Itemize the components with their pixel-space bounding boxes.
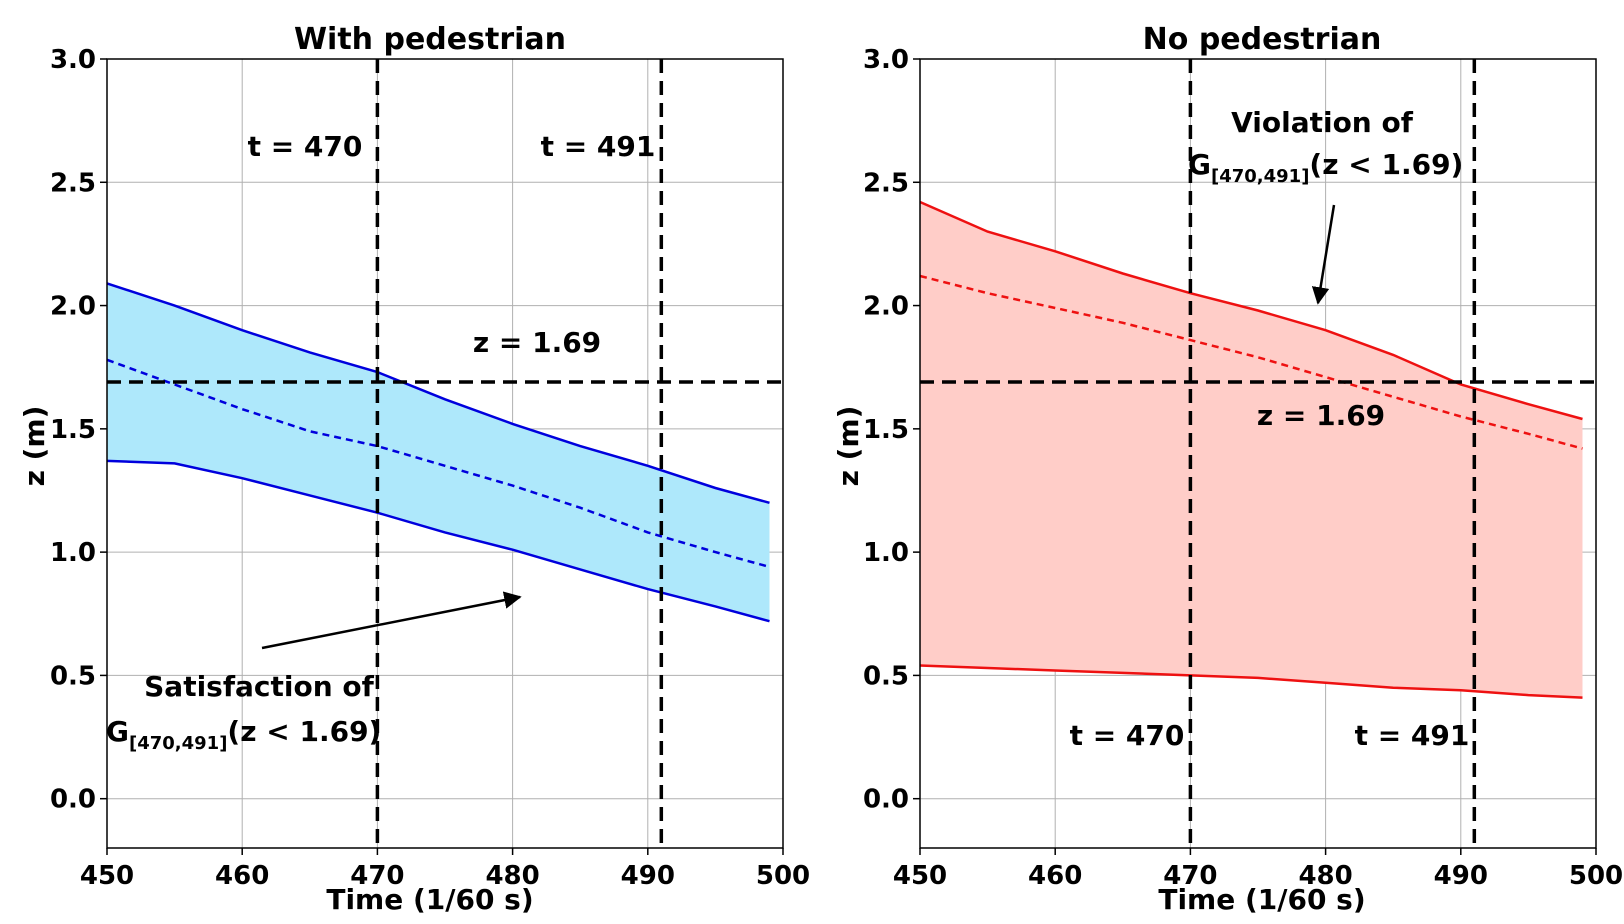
x-tick-label: 450	[893, 861, 947, 891]
lower-bound-line	[919, 664, 1583, 699]
annotation-t470: t = 470	[248, 130, 363, 163]
y-axis-label: z (m)	[18, 406, 51, 487]
annotation-t491: t = 491	[541, 130, 656, 163]
x-ticks: 450 460 470 480 490 500	[80, 848, 810, 891]
formula-condition: (z < 1.69)	[227, 715, 381, 748]
annotation-satisfaction: Satisfaction of	[144, 670, 375, 703]
x-tick-label: 460	[1028, 861, 1082, 891]
y-tick-label: 0.5	[863, 661, 909, 691]
y-tick-label: 0.0	[50, 785, 96, 815]
y-ticks: 0.0 0.5 1.0 1.5 2.0 2.5 3.0	[863, 45, 920, 815]
annotation-t491: t = 491	[1355, 719, 1470, 752]
formula-subscript: [470,491]	[129, 733, 227, 754]
annotation-threshold: z = 1.69	[473, 326, 601, 359]
x-tick-label: 480	[485, 861, 539, 891]
confidence-band	[107, 283, 770, 622]
y-tick-label: 3.0	[863, 45, 909, 75]
annotation-arrow	[261, 591, 522, 650]
y-tick-label: 1.5	[50, 415, 96, 445]
y-tick-label: 0.0	[863, 785, 909, 815]
x-ticks: 450 460 470 480 490 500	[893, 848, 1623, 891]
annotation-formula: G[470,491](z < 1.69)	[1188, 148, 1463, 187]
y-tick-label: 0.5	[50, 661, 96, 691]
x-tick-label: 480	[1298, 861, 1352, 891]
y-tick-label: 3.0	[50, 45, 96, 75]
y-ticks: 0.0 0.5 1.0 1.5 2.0 2.5 3.0	[50, 45, 107, 815]
chart-title: No pedestrian	[1143, 22, 1382, 57]
y-tick-label: 1.5	[863, 415, 909, 445]
x-tick-label: 500	[1569, 861, 1623, 891]
x-tick-label: 470	[1163, 861, 1217, 891]
mean-line	[106, 358, 770, 569]
formula-subscript: [470,491]	[1211, 166, 1309, 187]
y-tick-label: 2.0	[50, 292, 96, 322]
plot-frame	[106, 58, 784, 849]
x-tick-label: 500	[756, 861, 810, 891]
y-tick-label: 1.0	[50, 538, 96, 568]
formula-condition: (z < 1.69)	[1309, 148, 1463, 181]
lower-bound-line	[106, 459, 770, 623]
chart-title: With pedestrian	[294, 22, 566, 57]
x-tick-label: 450	[80, 861, 134, 891]
annotation-arrow	[1311, 204, 1336, 305]
formula-g: G	[1188, 148, 1211, 181]
y-axis-label: z (m)	[832, 406, 865, 487]
upper-bound-line	[106, 282, 770, 505]
x-tick-label: 490	[1434, 861, 1488, 891]
annotation-threshold: z = 1.69	[1257, 399, 1385, 432]
x-axis-label: Time (1/60 s)	[326, 883, 533, 916]
chart-no-pedestrian: 450 460 470 480 490 500 0.0 0.5 1.0 1.5 2.0 2.5 3.0…	[832, 22, 1623, 916]
upper-bound-line	[919, 200, 1583, 421]
annotation-violation: Violation of	[1231, 106, 1414, 139]
y-tick-label: 1.0	[863, 538, 909, 568]
mean-line	[919, 274, 1583, 450]
x-tick-label: 460	[215, 861, 269, 891]
y-tick-label: 2.0	[863, 292, 909, 322]
x-tick-label: 470	[350, 861, 404, 891]
y-tick-label: 2.5	[50, 168, 96, 198]
annotation-t470: t = 470	[1070, 719, 1185, 752]
y-tick-label: 2.5	[863, 168, 909, 198]
confidence-band	[920, 202, 1583, 698]
chart-with-pedestrian: 450 460 470 480 490 500 0.0 0.5 1.0 1.5 2.0 2.5 3.0…	[18, 22, 810, 916]
x-tick-label: 490	[621, 861, 675, 891]
x-axis-label: Time (1/60 s)	[1158, 883, 1365, 916]
plot-frame	[919, 58, 1597, 849]
formula-g: G	[106, 715, 129, 748]
annotation-formula: G[470,491](z < 1.69)	[106, 715, 381, 754]
